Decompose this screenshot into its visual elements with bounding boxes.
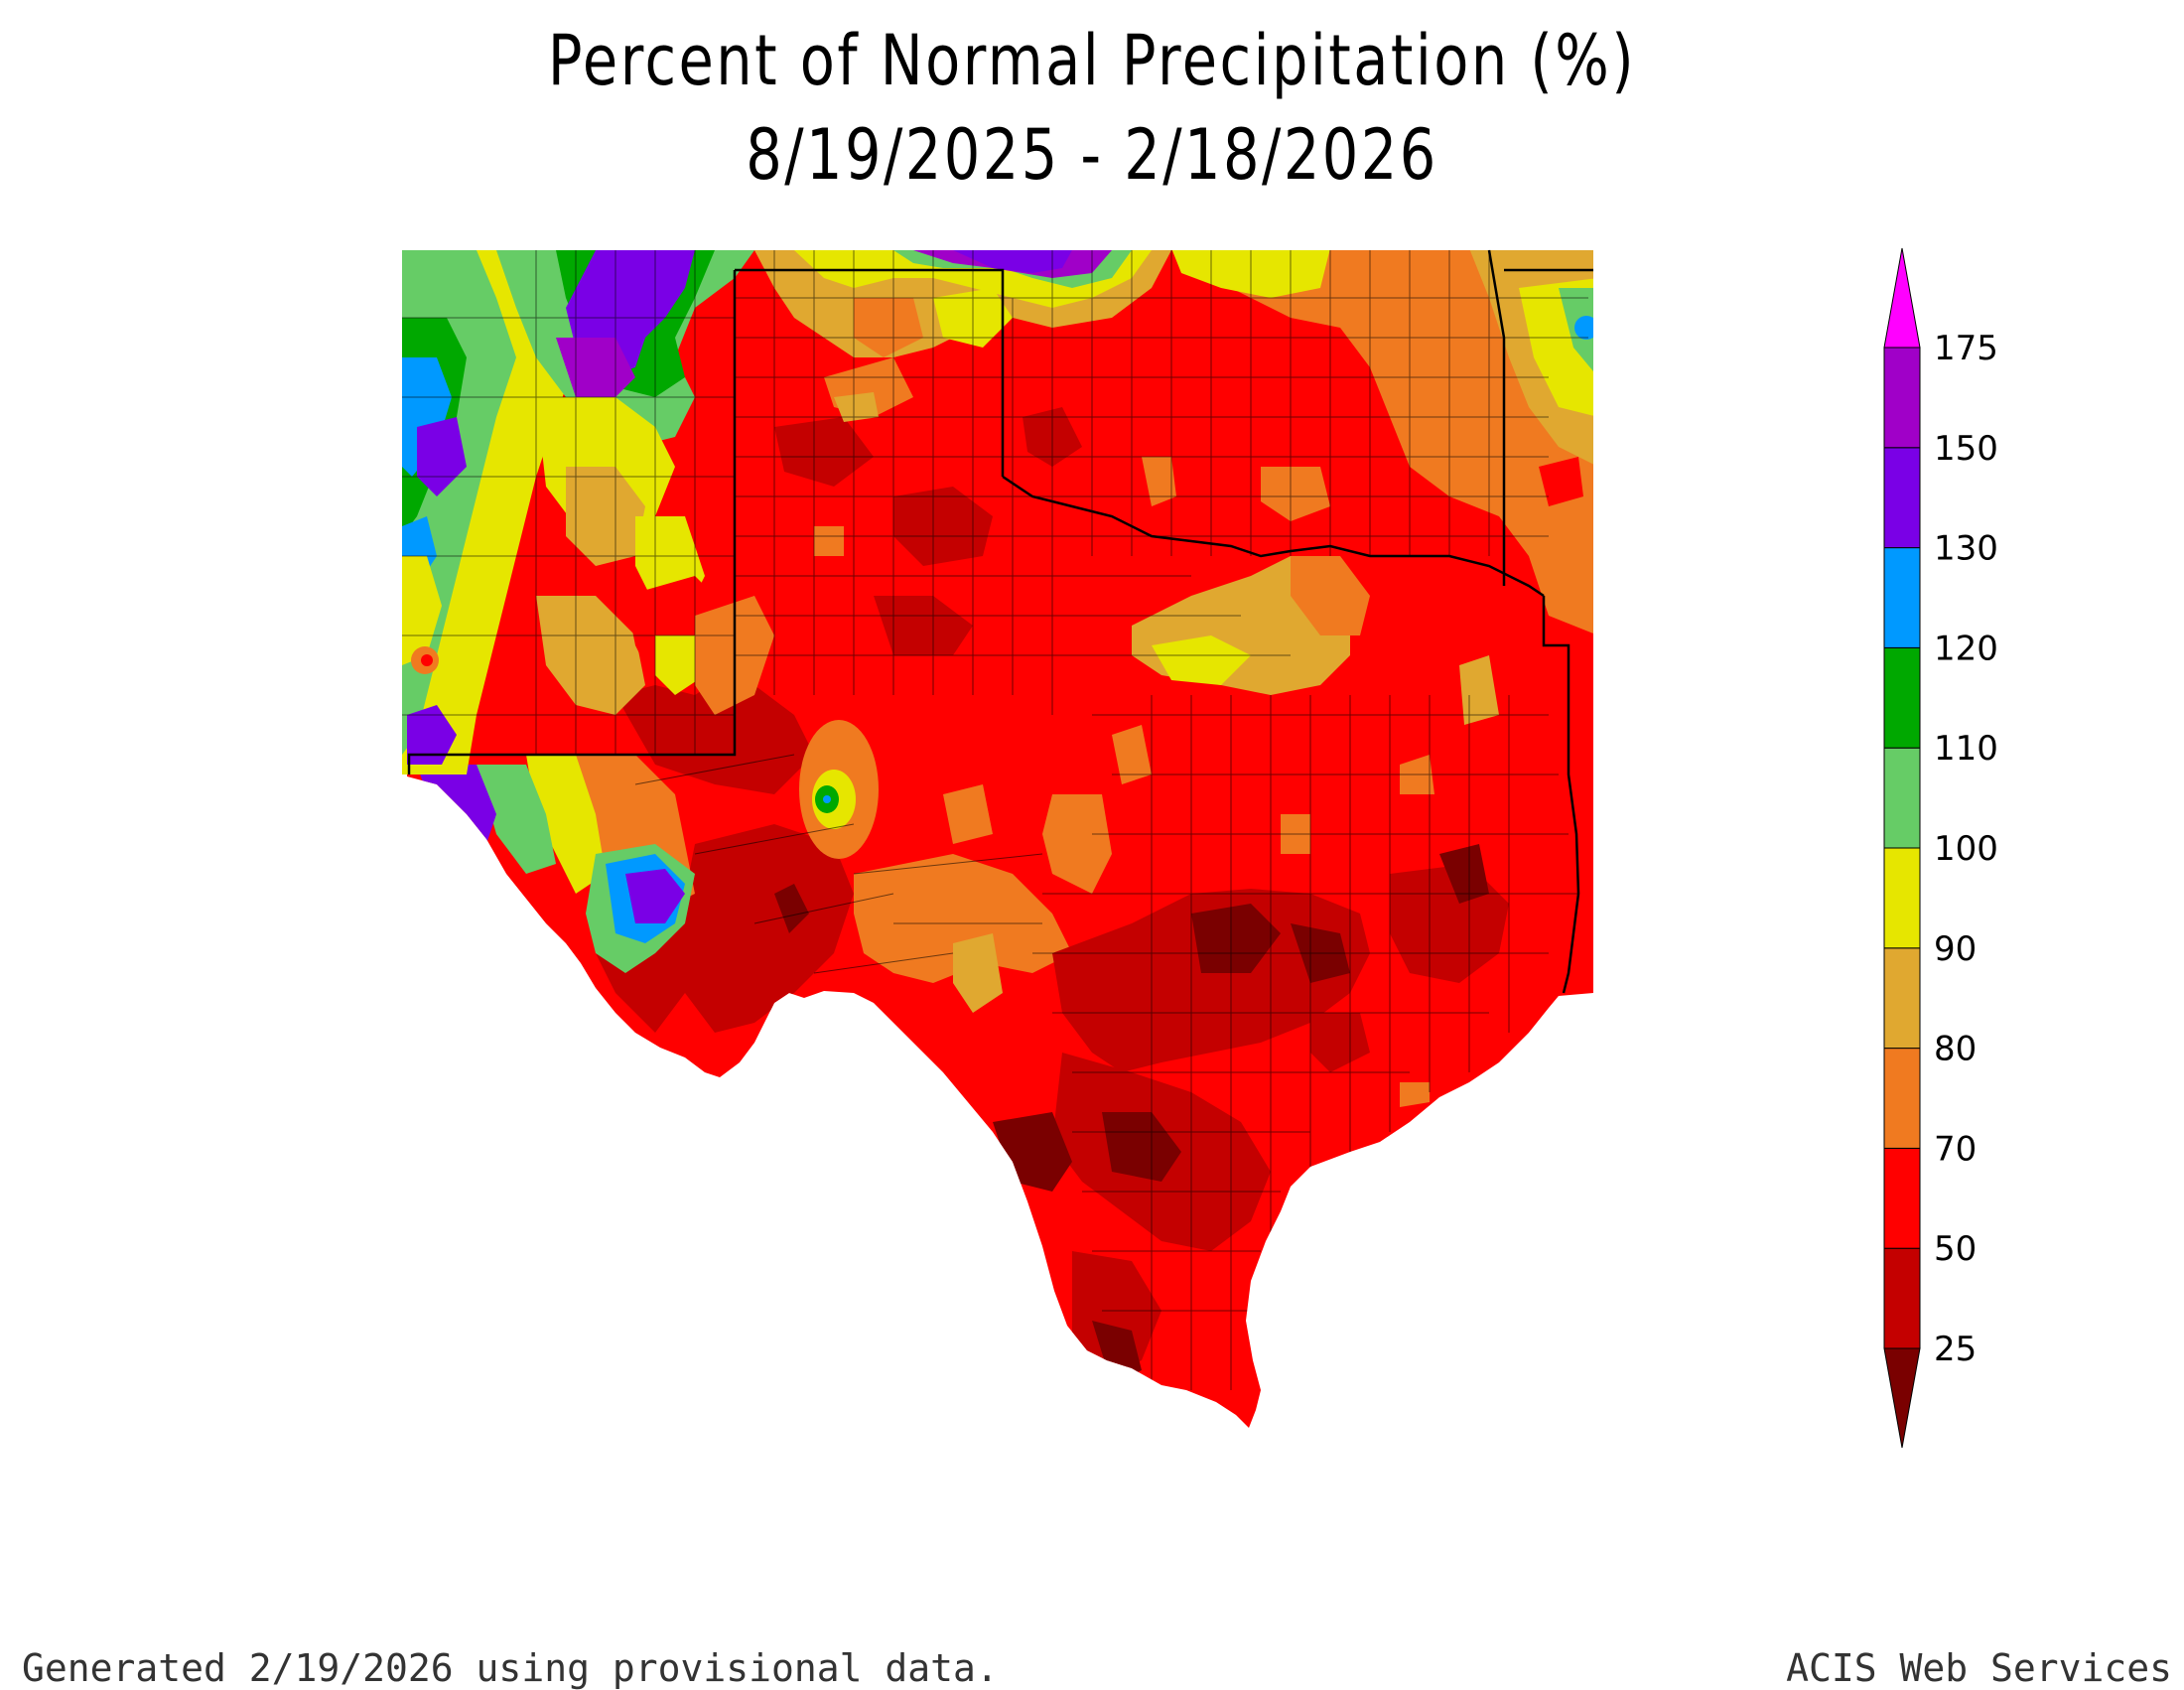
legend-tick-label: 150 bbox=[1934, 429, 1998, 469]
legend-bin bbox=[1883, 547, 1921, 648]
legend-bin bbox=[1883, 847, 1921, 949]
generated-note: Generated 2/19/2026 using provisional da… bbox=[22, 1646, 999, 1690]
legend-bin bbox=[1883, 646, 1921, 749]
county-grid bbox=[402, 250, 1588, 1390]
legend-bin bbox=[1883, 347, 1921, 449]
legend-tick-label: 25 bbox=[1934, 1330, 1977, 1369]
legend-bin bbox=[1883, 447, 1921, 549]
legend-tick-label: 110 bbox=[1934, 729, 1998, 769]
legend-tick-label: 130 bbox=[1934, 529, 1998, 569]
legend-tick-label: 50 bbox=[1934, 1229, 1977, 1269]
legend-bin bbox=[1883, 947, 1921, 1050]
legend-bin bbox=[1883, 747, 1921, 849]
source-credit: ACIS Web Services bbox=[1786, 1646, 2172, 1690]
map-subtitle: 8/19/2025 - 2/18/2026 bbox=[746, 114, 1438, 196]
legend-colorbar: 25 50 70 80 90 100 110 120 130 150 175 bbox=[1883, 247, 1998, 1449]
legend-bin bbox=[1883, 1147, 1921, 1249]
legend-bin bbox=[1883, 1247, 1921, 1349]
legend-bin-below-min bbox=[1883, 1347, 1921, 1449]
legend-tick-label: 100 bbox=[1934, 829, 1998, 869]
legend-tick-label: 90 bbox=[1934, 929, 1977, 969]
map-title: Percent of Normal Precipitation (%) bbox=[547, 20, 1637, 101]
legend-bin-above-max bbox=[1883, 247, 1921, 349]
legend-bin bbox=[1883, 1048, 1921, 1149]
state-borders bbox=[407, 249, 1593, 994]
precipitation-field bbox=[402, 250, 1593, 1428]
legend-tick-label: 120 bbox=[1934, 629, 1998, 668]
legend-tick-label: 175 bbox=[1934, 329, 1998, 368]
legend-tick-label: 80 bbox=[1934, 1030, 1977, 1069]
legend-tick-label: 70 bbox=[1934, 1129, 1977, 1169]
